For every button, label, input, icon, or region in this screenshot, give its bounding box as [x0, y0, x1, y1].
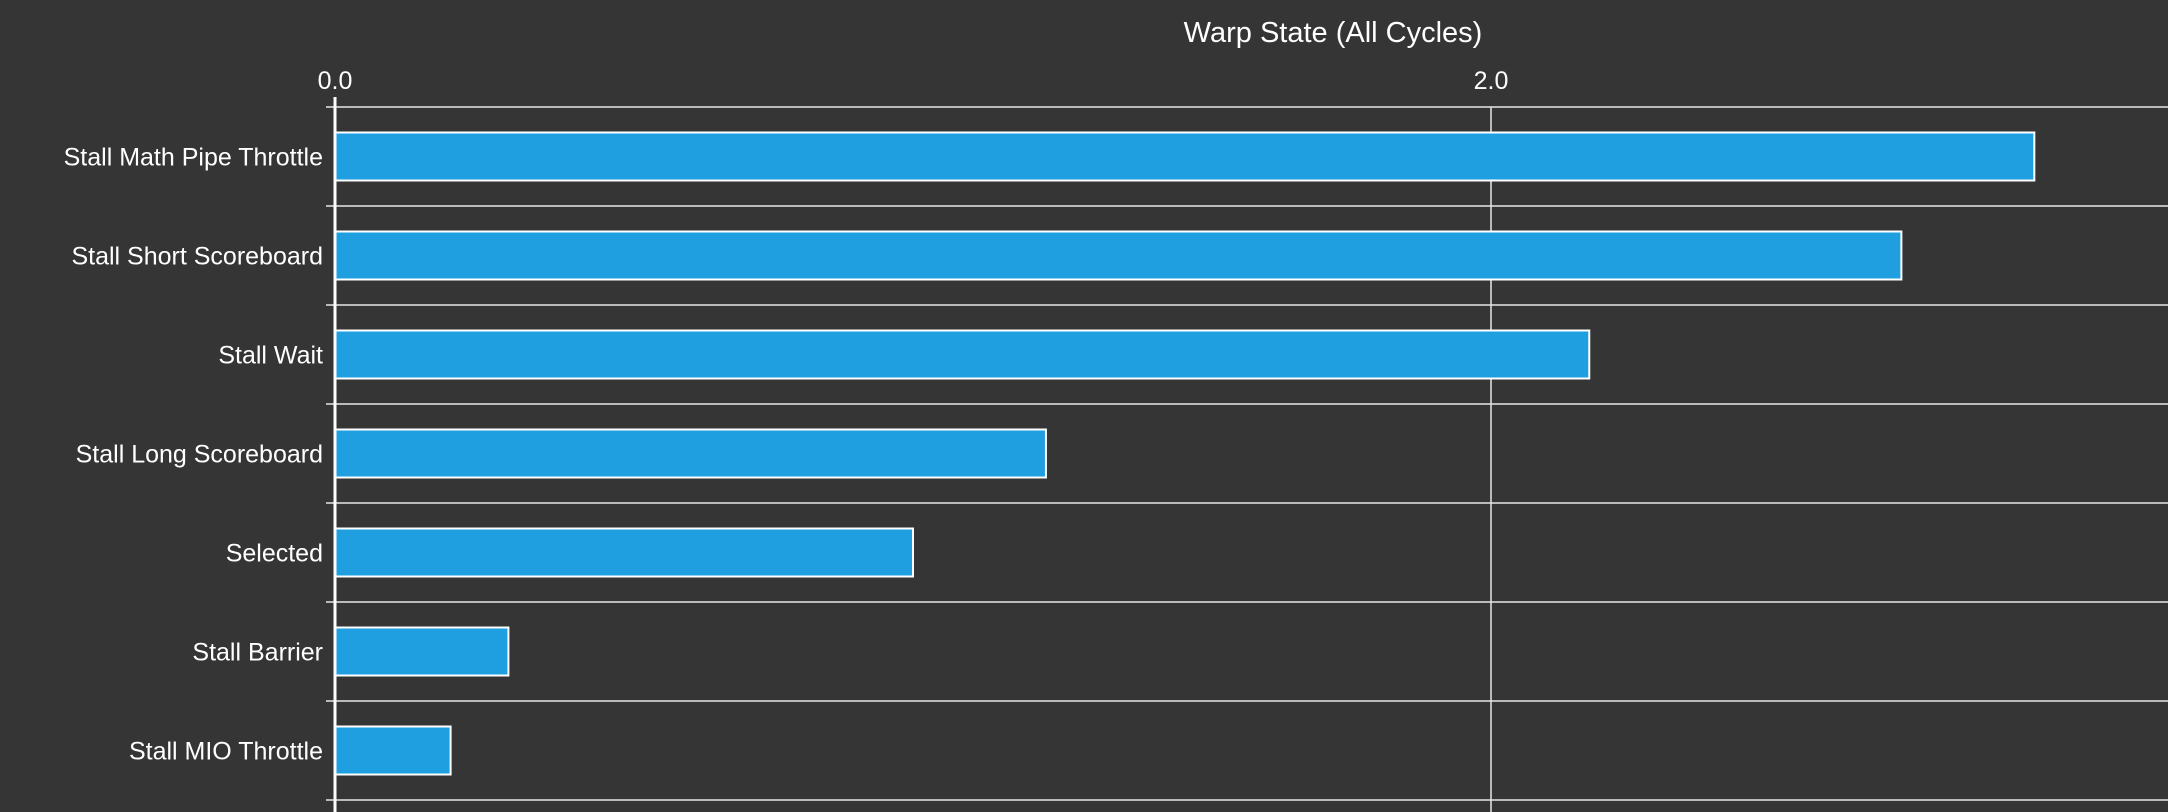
bar	[334, 626, 510, 677]
chart-title: Warp State (All Cycles)	[1184, 17, 1483, 49]
bar	[334, 725, 452, 776]
category-label: Stall Barrier	[192, 639, 323, 667]
bar	[334, 230, 1903, 281]
category-label: Stall Math Pipe Throttle	[64, 144, 323, 172]
bar	[334, 428, 1047, 479]
bars-layer	[334, 131, 2036, 776]
category-label: Stall Short Scoreboard	[71, 243, 323, 271]
bar	[334, 131, 2036, 182]
labels-layer: 0.0 2.0 Stall Math Pipe Throttle Stall Shor…	[64, 67, 1509, 766]
category-label: Stall MIO Throttle	[129, 738, 323, 766]
x-tick-label: 0.0	[318, 67, 353, 95]
category-label: Stall Wait	[218, 342, 323, 370]
category-label: Selected	[226, 540, 323, 568]
category-label: Stall Long Scoreboard	[76, 441, 323, 469]
grid-layer	[326, 106, 2168, 812]
bar	[334, 527, 914, 578]
bar	[334, 329, 1591, 380]
x-tick-label: 2.0	[1474, 67, 1509, 95]
